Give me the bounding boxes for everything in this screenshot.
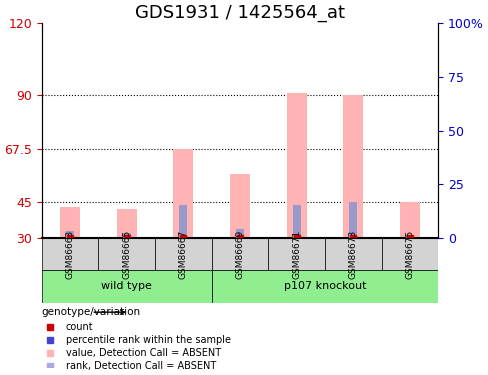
Text: GSM86667: GSM86667 [179, 230, 188, 279]
Bar [406, 236, 414, 238]
FancyBboxPatch shape [155, 238, 212, 270]
Bar [117, 210, 137, 238]
FancyBboxPatch shape [212, 238, 268, 270]
Bar [180, 205, 187, 238]
FancyBboxPatch shape [382, 238, 438, 270]
Bar [344, 95, 363, 238]
Text: genotype/variation: genotype/variation [42, 307, 141, 317]
Text: GSM86665: GSM86665 [122, 230, 131, 279]
Bar [349, 202, 357, 238]
Bar [230, 174, 250, 238]
FancyBboxPatch shape [42, 270, 212, 303]
Bar [66, 231, 74, 238]
FancyBboxPatch shape [268, 238, 325, 270]
Text: value, Detection Call = ABSENT: value, Detection Call = ABSENT [65, 348, 221, 358]
Bar [287, 93, 306, 238]
Bar [173, 148, 193, 238]
Text: GSM86671: GSM86671 [292, 230, 301, 279]
Text: wild type: wild type [102, 281, 152, 291]
FancyBboxPatch shape [42, 238, 99, 270]
Bar [60, 207, 80, 238]
Text: p107 knockout: p107 knockout [284, 281, 366, 291]
Text: GSM86675: GSM86675 [406, 230, 414, 279]
Text: GSM86663: GSM86663 [65, 230, 75, 279]
Text: count: count [65, 322, 93, 332]
Text: percentile rank within the sample: percentile rank within the sample [65, 335, 230, 345]
FancyBboxPatch shape [212, 270, 438, 303]
Bar [236, 229, 244, 238]
Bar [293, 205, 301, 238]
Title: GDS1931 / 1425564_at: GDS1931 / 1425564_at [135, 4, 345, 22]
Bar [400, 202, 420, 238]
FancyBboxPatch shape [325, 238, 382, 270]
Text: GSM86669: GSM86669 [236, 230, 244, 279]
Text: GSM86673: GSM86673 [349, 230, 358, 279]
FancyBboxPatch shape [99, 238, 155, 270]
Text: rank, Detection Call = ABSENT: rank, Detection Call = ABSENT [65, 361, 216, 370]
Bar [123, 233, 131, 238]
